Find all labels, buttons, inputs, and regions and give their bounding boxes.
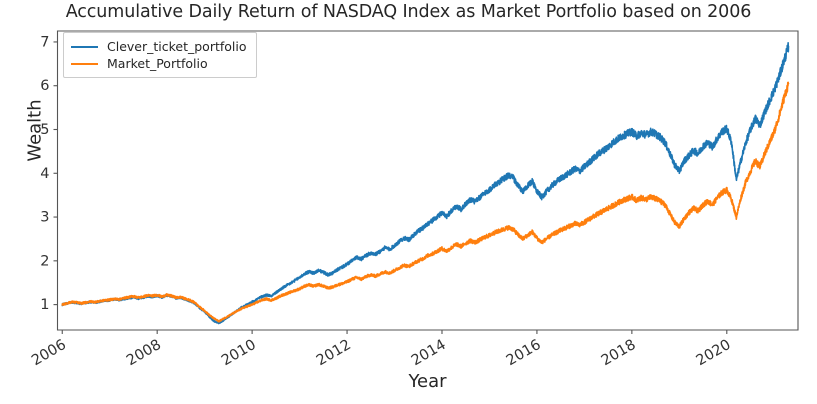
legend-item-clever-ticket-portfolio[interactable]: Clever_ticket_portfolio (71, 38, 247, 55)
y-tick-label: 6 (40, 78, 49, 94)
x-tick-label: 2008 (124, 337, 164, 369)
x-tick-label: 2012 (314, 337, 354, 369)
x-tick-label: 2016 (504, 337, 544, 369)
y-tick-label: 1 (40, 297, 49, 313)
chart-title: Accumulative Daily Return of NASDAQ Inde… (65, 2, 752, 22)
legend-label-market-portfolio: Market_Portfolio (107, 56, 208, 71)
legend-swatch-market-portfolio (71, 62, 98, 65)
series-line-clever-ticket-portfolio (61, 42, 790, 325)
x-tick-label: 2018 (599, 337, 639, 369)
x-tick-label: 2010 (219, 337, 259, 369)
y-tick-label: 3 (40, 210, 49, 226)
y-tick-label: 5 (40, 122, 49, 138)
x-tick-label: 2006 (29, 337, 69, 369)
y-tick-label: 2 (40, 253, 49, 269)
legend-label-clever-ticket-portfolio: Clever_ticket_portfolio (107, 39, 247, 54)
x-tick-label: 2020 (694, 337, 734, 369)
y-tick-label: 7 (40, 34, 49, 50)
x-tick-label: 2014 (409, 337, 449, 369)
legend-swatch-clever-ticket-portfolio (71, 45, 98, 48)
chart-legend: Clever_ticket_portfolio Market_Portfolio (63, 32, 257, 78)
series-line-market-portfolio (61, 81, 790, 323)
axis-spines (56, 30, 799, 331)
x-axis-label: Year (408, 371, 447, 392)
y-axis-label: Wealth (24, 99, 46, 162)
y-tick-label: 4 (40, 166, 49, 182)
legend-item-market-portfolio[interactable]: Market_Portfolio (71, 55, 247, 72)
